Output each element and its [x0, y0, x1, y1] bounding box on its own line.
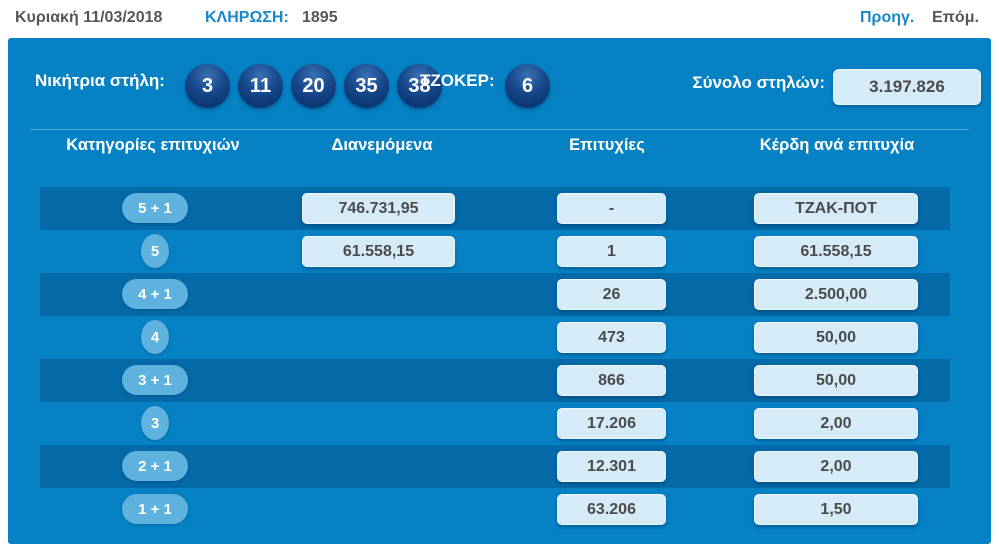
winning-number-ball: 38: [397, 64, 442, 108]
winners-box: 1: [557, 236, 666, 267]
draw-label: ΚΛΗΡΩΣΗ:: [205, 9, 289, 26]
draw-date: Κυριακή 11/03/2018: [15, 9, 163, 26]
prize-box: 61.558,15: [754, 236, 918, 267]
prize-box: 2,00: [754, 408, 918, 439]
top-bar: Κυριακή 11/03/2018 ΚΛΗΡΩΣΗ: 1895 Προηγ. …: [0, 0, 999, 38]
next-draw-link[interactable]: Επόμ.: [932, 9, 979, 26]
winning-number-ball: 35: [344, 64, 389, 108]
header-categories: Κατηγορίες επιτυχιών: [66, 136, 240, 154]
category-pill: 2 + 1: [122, 451, 188, 481]
winning-number-ball: 3: [185, 64, 230, 108]
prize-box: 50,00: [754, 365, 918, 396]
header-winners: Επιτυχίες: [569, 136, 645, 154]
winning-number-ball: 11: [238, 64, 283, 108]
section-divider: [30, 129, 969, 130]
prize-box: ΤΖΑΚ-ΠΟΤ: [754, 193, 918, 224]
header-prize: Κέρδη ανά επιτυχία: [759, 136, 915, 154]
table-row: 5 61.558,15 1 61.558,15: [8, 230, 991, 273]
draw-number: 1895: [302, 9, 338, 26]
total-columns-value: 3.197.826: [833, 69, 981, 105]
winners-box: 17.206: [557, 408, 666, 439]
joker-label: ΤΖΟΚΕΡ:: [420, 71, 495, 90]
joker-number-ball: 6: [505, 64, 550, 108]
winning-numbers: 3 11 20 35 38: [185, 64, 442, 108]
table-row: 1 + 1 63.206 1,50: [8, 488, 991, 531]
table-row: 4 473 50,00: [8, 316, 991, 359]
distributed-box: 746.731,95: [302, 193, 455, 224]
category-pill: 5: [141, 234, 169, 268]
prize-box: 50,00: [754, 322, 918, 353]
prize-box: 2,00: [754, 451, 918, 482]
winners-box: 12.301: [557, 451, 666, 482]
table-row: 3 + 1 866 50,00: [8, 359, 991, 402]
winners-box: 866: [557, 365, 666, 396]
winners-box: -: [557, 193, 666, 224]
table-row: 4 + 1 26 2.500,00: [8, 273, 991, 316]
category-pill: 4: [141, 320, 169, 354]
table-row: 2 + 1 12.301 2,00: [8, 445, 991, 488]
table-row: 3 17.206 2,00: [8, 402, 991, 445]
category-pill: 3: [141, 406, 169, 440]
distributed-box: 61.558,15: [302, 236, 455, 267]
winners-box: 473: [557, 322, 666, 353]
table-row: 5 + 1 746.731,95 - ΤΖΑΚ-ΠΟΤ: [8, 187, 991, 230]
category-pill: 1 + 1: [122, 494, 188, 524]
header-distributed: Διανεμόμενα: [331, 136, 433, 154]
category-pill: 4 + 1: [122, 279, 188, 309]
winning-column-label: Νικήτρια στήλη:: [35, 71, 165, 90]
results-panel: Νικήτρια στήλη: 3 11 20 35 38 ΤΖΟΚΕΡ: 6 …: [8, 38, 991, 544]
total-columns-label: Σύνολο στηλών:: [692, 73, 825, 92]
category-pill: 5 + 1: [122, 193, 188, 223]
winners-box: 26: [557, 279, 666, 310]
category-pill: 3 + 1: [122, 365, 188, 395]
prize-box: 2.500,00: [754, 279, 918, 310]
prize-box: 1,50: [754, 494, 918, 525]
results-table: 5 + 1 746.731,95 - ΤΖΑΚ-ΠΟΤ 5 61.558,15 …: [8, 187, 991, 531]
winning-number-ball: 20: [291, 64, 336, 108]
previous-draw-link[interactable]: Προηγ.: [860, 9, 915, 26]
winners-box: 63.206: [557, 494, 666, 525]
